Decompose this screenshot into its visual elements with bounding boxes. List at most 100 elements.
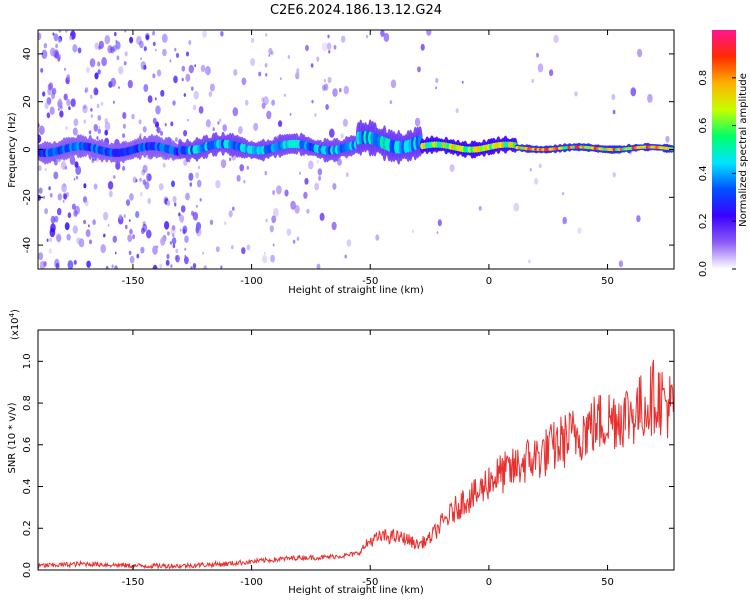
noise-speck [42,91,46,97]
noise-speck [124,51,128,57]
noise-speck [44,167,47,172]
noise-speck [316,56,320,62]
noise-speck [156,69,162,77]
noise-speck [104,35,111,45]
noise-speck [154,97,157,101]
noise-speck [104,129,108,136]
noise-speck [321,84,326,91]
noise-speck [184,256,189,265]
noise-speck [160,89,165,97]
noise-speck [296,236,300,241]
noise-speck [195,226,200,234]
noise-speck [630,87,637,97]
noise-speck [114,251,117,255]
noise-speck [549,69,554,77]
noise-speck [618,260,624,268]
noise-speck [175,248,179,254]
noise-speck [175,52,180,59]
noise-speck [303,191,308,199]
noise-speck [186,51,189,57]
noise-speck [179,228,182,232]
noise-speck [92,219,96,226]
colorbar-tick-label: 0.2 [698,213,709,229]
noise-speck [577,227,582,235]
noise-speck [90,108,93,112]
noise-speck [63,183,66,188]
noise-speck [171,225,176,231]
noise-speck [182,228,186,235]
noise-speck [283,93,286,98]
noise-speck [205,119,211,128]
noise-speck [63,67,66,71]
noise-speck [129,36,134,44]
noise-speck [114,265,118,269]
noise-speck [67,212,72,219]
band-cell [669,147,674,151]
noise-speck [202,30,207,38]
noise-speck [118,86,120,89]
noise-speck [66,233,71,241]
noise-speck [141,169,146,176]
noise-speck [125,224,128,230]
noise-speck [224,221,227,225]
noise-speck [68,106,71,111]
colorbar-ticks: 0.0 0.2 0.4 0.6 0.8 [698,70,736,277]
noise-speck [220,265,223,269]
noise-speck [100,244,106,254]
noise-speck [326,42,332,50]
noise-speck [129,193,134,201]
noise-speck [294,204,300,214]
y-tick-label: 0.0 [22,562,33,578]
noise-speck [54,258,60,268]
noise-speck [135,179,138,183]
noise-speck [318,175,322,181]
noise-speck [175,254,180,263]
noise-speck [64,165,68,170]
noise-speck [155,48,157,52]
noise-speck [94,42,99,50]
noise-speck [562,192,565,196]
noise-speck [66,98,71,107]
noise-speck [143,46,147,52]
noise-speck [112,235,118,243]
noise-speck [316,263,321,269]
y-tick-label: -40 [22,237,33,253]
noise-speck [461,80,464,84]
noise-speck [38,32,42,41]
snr-scale-close: ) [10,309,21,313]
noise-speck [94,72,99,80]
noise-speck [209,219,214,226]
colorbar-gradient [712,30,736,269]
noise-speck [241,77,247,86]
noise-speck [145,34,149,40]
noise-speck [101,57,107,67]
noise-speck [262,254,268,264]
noise-speck [173,75,178,84]
noise-speck [534,178,539,185]
noise-speck [107,45,113,54]
noise-speck [192,211,199,221]
noise-speck [184,235,189,243]
x-tick-label: -50 [362,276,378,287]
snr-panel: -150 -100 -50 0 50 0.0 0.2 0.4 0.6 0.8 1.0 Height … [7,309,675,596]
noise-speck [122,112,127,119]
noise-speck [172,243,176,249]
noise-speck [152,73,156,79]
noise-speck [98,45,101,51]
noise-speck [239,164,244,172]
noise-speck [171,180,175,188]
noise-speck [276,185,282,195]
noise-speck [122,165,126,171]
noise-speck [417,66,421,73]
noise-speck [39,260,46,269]
noise-speck [132,234,136,240]
noise-speck [146,229,152,239]
noise-speck [85,229,91,238]
noise-speck [47,88,52,96]
noise-speck [205,66,211,76]
noise-speck [308,160,314,170]
noise-speck [38,125,45,135]
noise-speck [265,218,268,223]
noise-speck [258,71,262,77]
noise-speck [97,61,101,67]
